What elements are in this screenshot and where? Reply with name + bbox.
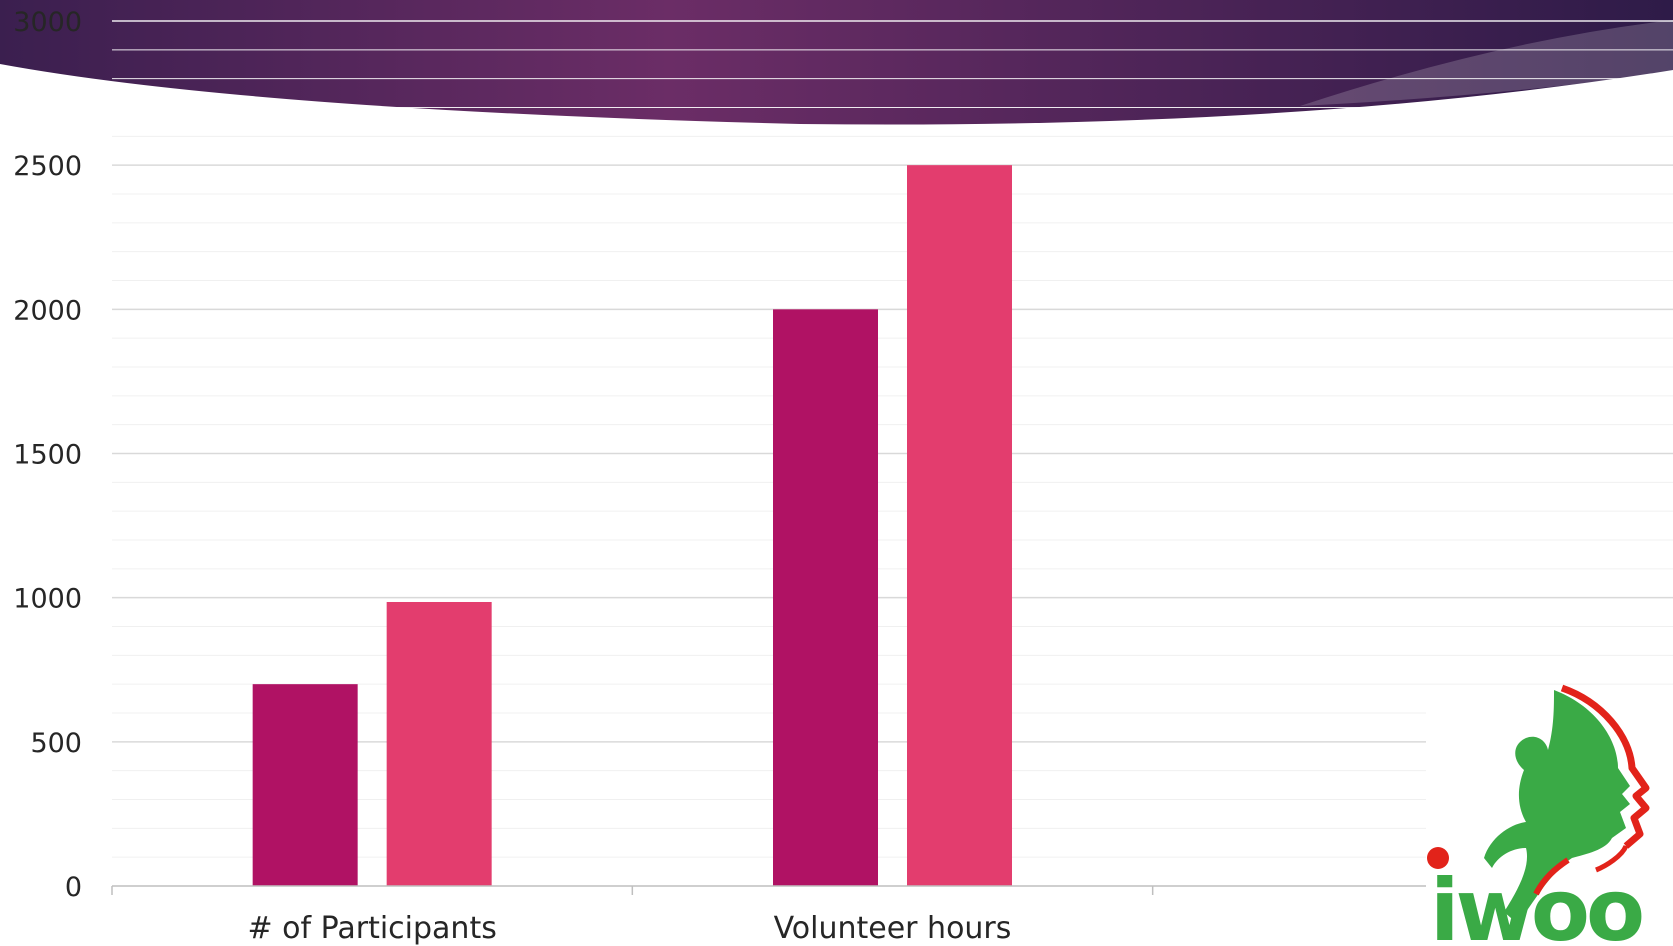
y-tick-label-2000: 2000 <box>13 295 82 326</box>
y-tick-label-3000: 3000 <box>13 7 82 38</box>
header-banner <box>0 0 1673 125</box>
bar-series1-cat2 <box>773 309 878 886</box>
x-axis-ticks <box>111 886 1154 895</box>
logo-wordmark: iwoo <box>1430 861 1642 946</box>
bar-series1-cat1 <box>252 684 358 886</box>
y-tick-label-0: 0 <box>65 872 82 903</box>
x-category-label-participants: # of Participants <box>247 911 496 946</box>
y-tick-label-1500: 1500 <box>13 440 82 471</box>
x-category-label-volunteer-hours: Volunteer hours <box>774 911 1012 946</box>
bar-series2-cat1 <box>386 601 492 886</box>
y-tick-label-500: 500 <box>30 728 82 759</box>
x-axis-labels: # of Participants Volunteer hours <box>247 911 1011 946</box>
bars <box>252 165 1012 886</box>
y-tick-label-1000: 1000 <box>13 584 82 615</box>
bar-series2-cat2 <box>907 165 1012 886</box>
y-tick-label-2500: 2500 <box>13 151 82 182</box>
gridlines <box>112 20 1673 858</box>
y-axis-labels: 0 500 1000 1500 2000 2500 3000 <box>13 7 82 903</box>
iwoo-logo-icon: iwoo <box>1426 684 1673 946</box>
